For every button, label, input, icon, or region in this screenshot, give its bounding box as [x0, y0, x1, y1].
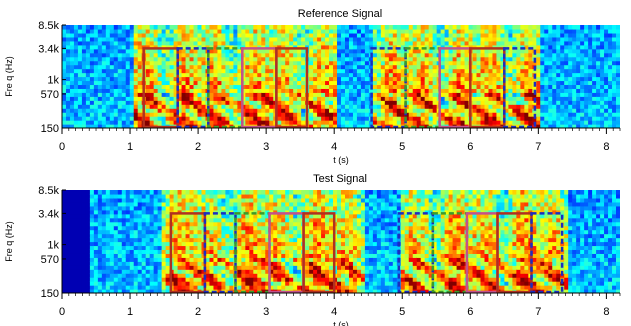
- x-tick-label: 2: [195, 306, 201, 318]
- y-axis-label: Fre q (Hz): [4, 56, 14, 97]
- y-tick-label: 570: [41, 254, 59, 266]
- spectrogram-image: [62, 25, 620, 128]
- x-tick-label: 6: [467, 141, 473, 153]
- test-signal-panel: Test Signal 150 570 1k 3.4k 8.5k Fre q (Hz) 0 1…: [4, 173, 621, 326]
- y-tick-label: 8.5k: [38, 20, 59, 32]
- segment-box-2: [176, 47, 210, 129]
- x-tick-label: 3: [263, 141, 269, 153]
- segment-box-10: [530, 212, 564, 294]
- x-axis-label: t (s): [333, 320, 349, 326]
- x-tick-label: 4: [331, 141, 337, 153]
- y-tick-label: 570: [41, 89, 59, 101]
- x-tick-label: 5: [399, 306, 405, 318]
- y-tick-label: 1k: [47, 75, 59, 87]
- segment-box-5: [275, 47, 309, 129]
- chart-title: Test Signal: [313, 173, 367, 185]
- segment-box-5: [302, 212, 336, 294]
- x-tick-label: 2: [195, 141, 201, 153]
- x-tick-label: 0: [59, 306, 65, 318]
- x-tick-label: 1: [127, 306, 133, 318]
- chart-title: Reference Signal: [298, 8, 382, 20]
- x-tick-label: 7: [535, 306, 541, 318]
- segment-box-2: [203, 212, 237, 294]
- x-tick-label: 8: [603, 306, 609, 318]
- x-tick-label: 7: [535, 141, 541, 153]
- y-tick-label: 150: [41, 288, 59, 300]
- x-tick-label: 4: [331, 306, 337, 318]
- y-tick-label: 3.4k: [38, 43, 59, 55]
- x-axis-label: t (s): [333, 155, 349, 165]
- x-tick-label: 8: [603, 141, 609, 153]
- x-tick-label: 1: [127, 141, 133, 153]
- y-tick-label: 150: [41, 123, 59, 135]
- y-axis-label: Fre q (Hz): [4, 221, 14, 262]
- spectrogram-image: [62, 190, 620, 293]
- x-tick-label: 6: [467, 306, 473, 318]
- x-tick-label: 3: [263, 306, 269, 318]
- x-tick-label: 0: [59, 141, 65, 153]
- y-tick-label: 1k: [47, 240, 59, 252]
- segment-box-10: [503, 47, 537, 129]
- x-tick-label: 5: [399, 141, 405, 153]
- y-tick-label: 8.5k: [38, 185, 59, 197]
- y-tick-label: 3.4k: [38, 208, 59, 220]
